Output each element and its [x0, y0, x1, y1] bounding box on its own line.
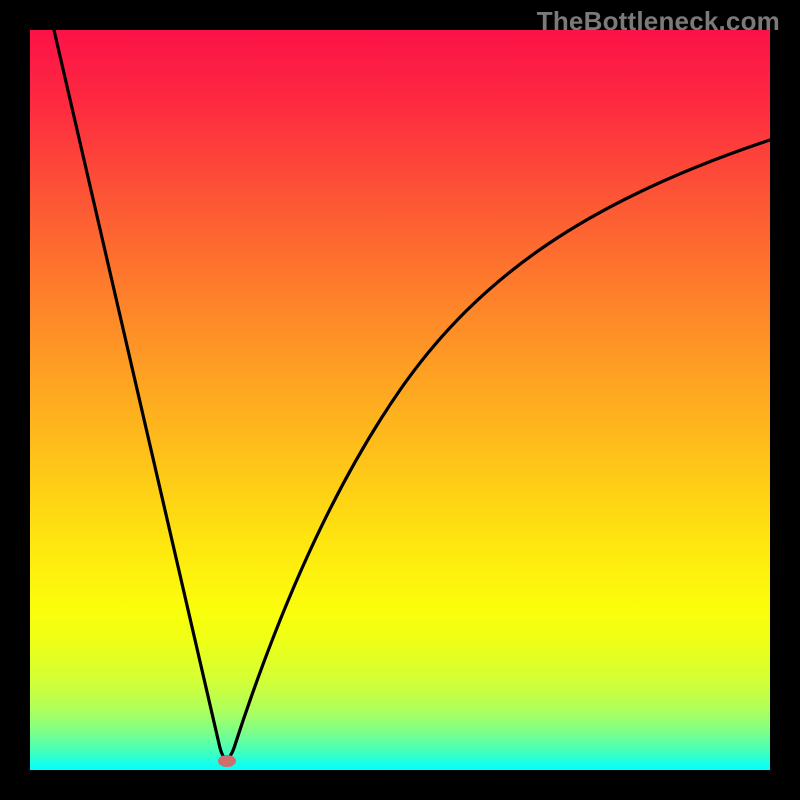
optimum-marker [218, 755, 236, 767]
chart-container: TheBottleneck.com [0, 0, 800, 800]
plot-svg [30, 30, 770, 770]
plot-area [30, 30, 770, 770]
